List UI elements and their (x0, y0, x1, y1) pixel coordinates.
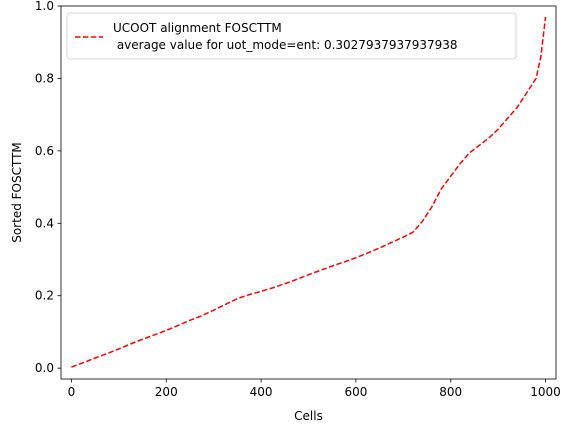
x-axis-label: Cells (294, 409, 323, 423)
legend-box (66, 12, 517, 60)
x-tick-label: 600 (344, 385, 367, 399)
plot-area-background (61, 6, 556, 379)
y-tick-label: 0.8 (35, 71, 54, 85)
y-tick-label: 0.0 (35, 361, 54, 375)
series-line-0 (71, 16, 547, 368)
y-tick-label: 0.4 (35, 216, 54, 230)
y-tick-label: 0.2 (35, 289, 54, 303)
series-layer (71, 16, 547, 368)
y-axis: 0.0 0.2 0.4 0.6 0.8 1.0 (35, 0, 61, 375)
x-tick-label: 400 (250, 385, 273, 399)
y-tick-label: 1.0 (35, 0, 54, 13)
legend-label-line-1: UCOOT alignment FOSCTTM (113, 21, 282, 35)
x-tick-label: 1000 (530, 385, 561, 399)
x-tick-label: 800 (439, 385, 462, 399)
legend-label-line-2: average value for uot_mode=ent: 0.302793… (113, 38, 458, 52)
y-axis-label: Sorted FOSCTTM (10, 142, 24, 243)
x-tick-label: 200 (155, 385, 178, 399)
legend: UCOOT alignment FOSCTTM average value fo… (66, 12, 517, 60)
x-axis: 0 200 400 600 800 1000 (68, 379, 561, 399)
x-tick-label: 0 (68, 385, 76, 399)
y-tick-label: 0.6 (35, 144, 54, 158)
plot-frame (60, 5, 557, 380)
